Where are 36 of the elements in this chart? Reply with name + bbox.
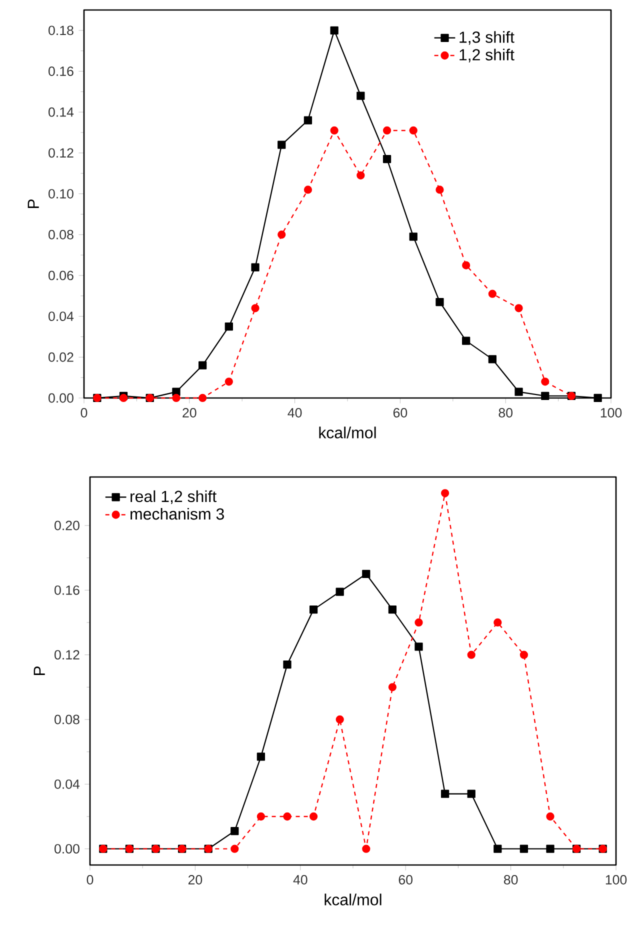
y-tick-label: 0.18 [48, 26, 74, 36]
y-tick-label: 0.10 [48, 189, 74, 198]
y-tick-label: 0.20 [54, 520, 80, 530]
x-axis-title: kcal/mol [324, 894, 382, 906]
y-tick-label: 0.04 [54, 779, 80, 789]
y-tick-label: 0.00 [48, 393, 74, 403]
y-tick-label: 0.14 [48, 107, 74, 117]
x-tick-label: 0 [86, 875, 94, 884]
y-tick-label: 0.16 [48, 66, 74, 76]
x-tick-label: 60 [393, 408, 408, 418]
x-tick-label: 40 [288, 408, 302, 418]
y-tick-label: 0.02 [48, 352, 74, 362]
y-axis-title: P [28, 200, 39, 208]
x-tick-label: 100 [606, 875, 627, 884]
y-tick-label: 0.00 [54, 844, 80, 854]
legend-label: 1,3 shift [460, 31, 514, 45]
x-tick-label: 80 [504, 875, 518, 884]
legend-label: real 1,2 shift [130, 490, 217, 504]
x-tick-label: 0 [80, 408, 88, 418]
legend-label: 1,2 shift [460, 48, 514, 62]
x-tick-label: 80 [498, 408, 512, 418]
legend-label: mechanism 3 [130, 508, 224, 520]
x-tick-label: 20 [182, 408, 196, 418]
x-tick-label: 100 [600, 408, 622, 418]
y-tick-label: 0.12 [54, 650, 80, 660]
x-tick-label: 40 [293, 875, 308, 884]
y-tick-label: 0.12 [48, 148, 74, 158]
x-tick-label: 60 [398, 875, 412, 884]
x-tick-label: 20 [188, 875, 202, 884]
y-tick-label: 0.16 [54, 585, 80, 595]
y-tick-label: 0.08 [54, 714, 80, 724]
y-tick-label: 0.08 [48, 230, 74, 240]
y-tick-label: 0.06 [48, 270, 74, 280]
y-tick-label: 0.04 [48, 312, 74, 322]
x-axis-title: kcal/mol [319, 426, 376, 438]
y-axis-title: P [34, 666, 45, 676]
